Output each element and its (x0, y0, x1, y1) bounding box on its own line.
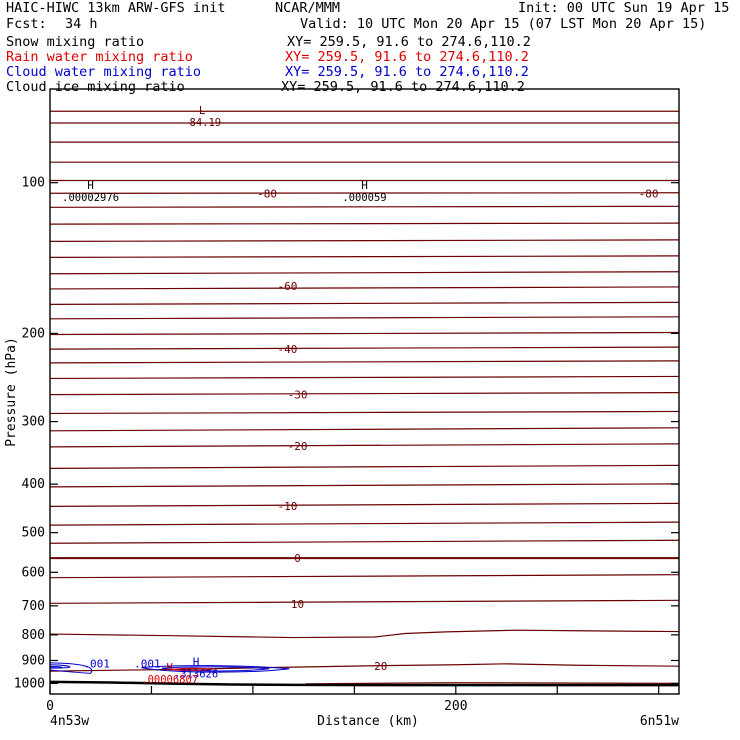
temperature-contour-line (49, 375, 680, 380)
x-tick-label: 200 (444, 699, 467, 714)
temperature-contour-line (49, 464, 680, 469)
surface-pressure-curve (49, 680, 679, 687)
rain-contours (171, 667, 213, 672)
rain-contour-line (171, 667, 213, 672)
cloud-water-contour-label: .001 (134, 658, 161, 671)
temperature-contour-line (49, 301, 680, 305)
temperature-contour-line (49, 392, 680, 396)
temperature-contour-line (49, 271, 680, 275)
temperature-contour-line (49, 663, 680, 672)
temperature-contour-line (49, 222, 680, 225)
plot-title: HAIC-HIWC 13km ARW-GFS init (6, 0, 226, 16)
organization-label: NCAR/MMM (275, 0, 341, 16)
temperature-contour-line (49, 521, 680, 526)
temperature-contour-label: 20 (374, 660, 387, 673)
temperature-contour-line (49, 502, 680, 507)
temperature-contour-line (49, 483, 680, 488)
plot-frame (49, 88, 680, 695)
field-xy-snow: XY= 259.5, 91.6 to 274.6,110.2 (287, 34, 531, 50)
x-tick-label: 0 (46, 699, 54, 714)
temperature-contour-line (49, 443, 680, 448)
temperature-contour-label: -80 (257, 187, 277, 200)
extremum-value: -84.19 (183, 117, 221, 129)
extremum-value: .00002976 (62, 192, 119, 204)
temperature-contour-line (49, 192, 680, 194)
temperature-contour-line (49, 410, 680, 415)
y-axis-label: Pressure (hPa) (4, 337, 19, 447)
cloud-water-contour-line (141, 665, 290, 673)
temperature-contour-label: -60 (277, 280, 297, 293)
temperature-contour-line (49, 574, 680, 579)
temperature-contour-line (49, 539, 680, 544)
valid-time: Valid: 10 UTC Mon 20 Apr 15 (07 LST Mon … (300, 16, 707, 32)
field-xy-cloud-ice: XY= 259.5, 91.6 to 274.6,110.2 (281, 79, 525, 95)
temperature-contour-line (49, 255, 680, 258)
y-tick-label: 200 (22, 326, 45, 341)
cloud-water-contour-label: .001 (83, 658, 110, 671)
field-name-rain: Rain water mixing ratio (6, 49, 193, 65)
temperature-contour-line (49, 286, 680, 290)
init-time: Init: 00 UTC Sun 19 Apr 15 (518, 0, 730, 16)
forecast-label: Fcst: (6, 16, 47, 32)
temperature-contour-line (49, 331, 680, 336)
y-tick-label: 500 (22, 526, 45, 541)
temperature-contour-line (49, 346, 680, 350)
extremum-marker: H (193, 656, 200, 669)
extremum-value: .000059 (342, 192, 386, 204)
extremum-value: .313626 (174, 669, 218, 681)
plot-border (49, 88, 680, 695)
temperature-contour-line (49, 599, 680, 604)
y-tick-label: 1000 (14, 676, 45, 691)
x-right-endpoint: 6n51w (640, 714, 679, 729)
cloud-water-contour-line (49, 665, 63, 669)
surface-pressure-line (49, 680, 679, 687)
temperature-contour-label: 0 (294, 552, 301, 565)
y-tick-label: 700 (22, 599, 45, 614)
temperature-contour-line (305, 682, 680, 685)
field-name-cloud-ice: Cloud ice mixing ratio (6, 79, 185, 95)
field-xy-cloud-water: XY= 259.5, 91.6 to 274.6,110.2 (285, 64, 529, 80)
contour-labels: -80 -80 -60 -40 -30 -20 -10 0 10 20 .001 .001 L-84.1… (62, 104, 658, 686)
temperature-contour-label: -30 (288, 389, 308, 402)
extremum-value: .00006807 (141, 674, 198, 686)
temperature-contour-line (49, 205, 680, 208)
temperature-contour-line (49, 427, 680, 432)
extremum-marker: H (166, 661, 173, 674)
y-tick-label: 600 (22, 565, 45, 580)
field-xy-rain: XY= 259.5, 91.6 to 274.6,110.2 (285, 49, 529, 65)
extremum-marker: H (361, 179, 368, 192)
temperature-contour-label: -40 (277, 343, 297, 356)
temperature-contour-line (49, 239, 680, 242)
y-tick-label: 900 (22, 653, 45, 668)
extremum-marker: L (199, 104, 206, 117)
field-name-snow: Snow mixing ratio (6, 34, 145, 50)
extremum-marker: H (87, 179, 94, 192)
temperature-contour-label: -80 (639, 187, 659, 200)
field-name-cloud-water: Cloud water mixing ratio (6, 64, 202, 80)
forecast-hour: 34 h (65, 16, 98, 32)
temperature-contour-label: 10 (291, 598, 304, 611)
y-tick-label: 800 (22, 628, 45, 643)
temperature-contours (49, 110, 680, 685)
temperature-contour-line (49, 629, 680, 639)
y-tick-label: 400 (22, 477, 45, 492)
x-left-endpoint: 4n53w (50, 714, 89, 729)
y-tick-label: 100 (22, 176, 45, 191)
cloud-water-contour-line (49, 662, 93, 674)
temperature-contour-line (49, 316, 680, 320)
temperature-contour-label: -20 (288, 440, 308, 453)
temperature-contour-line (49, 360, 680, 364)
x-axis-label: Distance (km) (317, 714, 419, 729)
temperature-contour-label: -10 (277, 500, 297, 513)
y-tick-label: 300 (22, 415, 45, 430)
